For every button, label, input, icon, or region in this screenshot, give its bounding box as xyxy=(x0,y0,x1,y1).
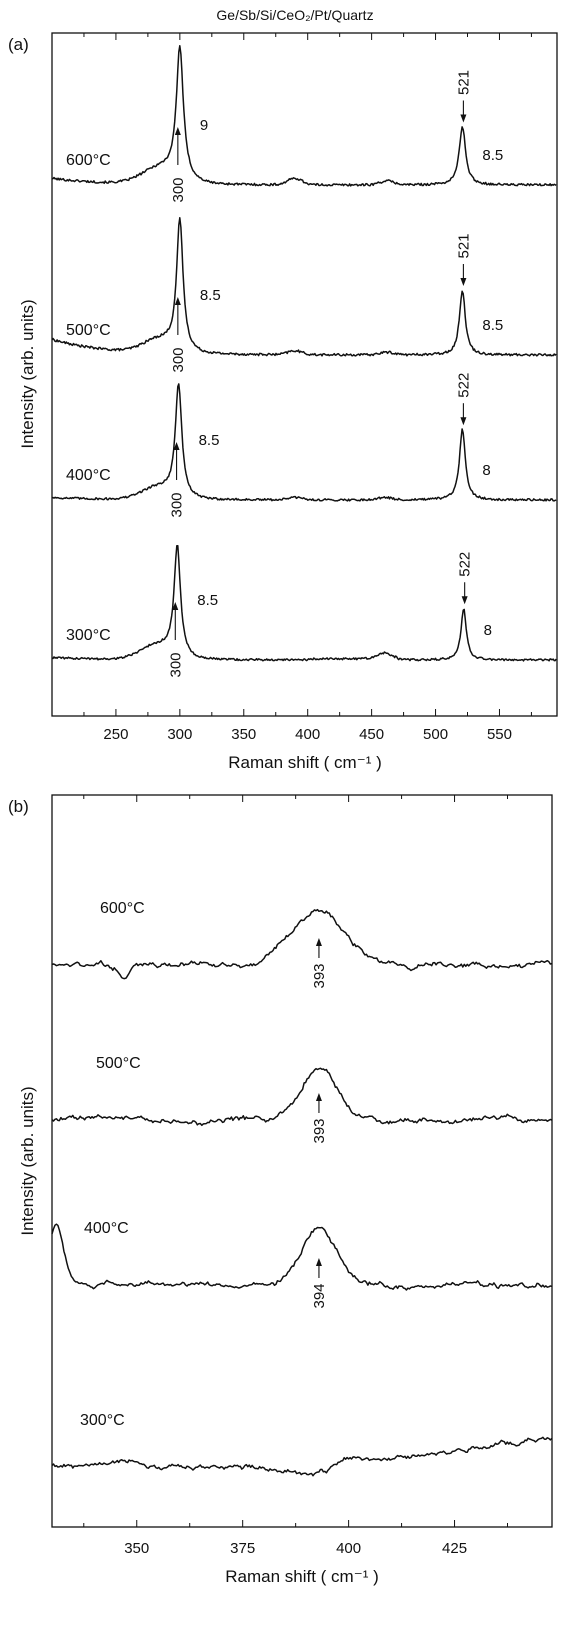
panel-a-peak-width-label: 8.5 xyxy=(197,592,218,609)
panel-a-peak-position-label: 522 xyxy=(457,552,474,577)
panel-a-x-label: Raman shift ( cm⁻¹ ) xyxy=(228,753,382,772)
panel-b-temp-label: 400°C xyxy=(84,1220,129,1237)
panel-b-arrow-up xyxy=(315,1093,322,1113)
panel-a-peak-width-label: 8.5 xyxy=(199,432,220,449)
panel-a-arrow-down xyxy=(460,264,467,286)
panel-a-series-300C xyxy=(51,544,557,662)
panel-a-frame xyxy=(51,32,558,717)
panel-a-tick-label: 500 xyxy=(423,726,448,743)
panel-a-tick-label: 450 xyxy=(359,726,384,743)
panel-a-tick-label: 250 xyxy=(103,726,128,743)
panel-a-series-600C xyxy=(51,44,557,187)
panel-b-tick-label: 425 xyxy=(442,1540,467,1557)
panel-a-tick-label: 350 xyxy=(231,726,256,743)
panel-a-peak-position-label: 300 xyxy=(170,347,187,372)
panel-b-frame xyxy=(51,794,553,1528)
panel-b-series-600C xyxy=(51,908,552,980)
panel-a-peak-width-label: 8.5 xyxy=(482,147,503,164)
panel-a-temp-label: 500°C xyxy=(66,322,111,339)
panel-a-peak-width-label: 9 xyxy=(200,117,208,134)
panel-a-series-500C xyxy=(51,217,557,357)
panel-b-temp-label: 500°C xyxy=(96,1055,141,1072)
panel-a-tick-label: 550 xyxy=(487,726,512,743)
panel-a-temp-label: 300°C xyxy=(66,627,111,644)
panel-a-curves: 600°C 300 9 521 8.5 500°C 300 8.5 521 8.5 400°C 300… xyxy=(51,44,557,678)
panel-a-arrow-down xyxy=(460,100,467,123)
panel-a-peak-position-label: 521 xyxy=(455,70,472,95)
panel-b-label: (b) xyxy=(8,797,29,816)
panel-a-arrow-up xyxy=(172,602,179,640)
panel-b-arrow-up xyxy=(315,1258,322,1278)
panel-a-x-ticks: 250 300 350 400 450 500 550 xyxy=(83,33,532,743)
panel-a-peak-width-label: 8 xyxy=(484,622,492,639)
panel-a-arrow-up xyxy=(174,297,181,335)
panel-b-temp-label: 600°C xyxy=(100,900,145,917)
panel-a-peak-position-label: 300 xyxy=(167,652,184,677)
panel-a: (a) Intensity (arb. units) Raman shift (… xyxy=(8,32,558,772)
panel-b-series-500C xyxy=(51,1067,553,1127)
panel-b-peak-position-label: 394 xyxy=(311,1283,328,1308)
panel-b-peak-position-label: 393 xyxy=(311,963,328,988)
panel-a-temp-label: 600°C xyxy=(66,152,111,169)
panel-b-tick-label: 375 xyxy=(230,1540,255,1557)
panel-a-arrow-up xyxy=(174,127,181,165)
panel-a-peak-width-label: 8.5 xyxy=(200,287,221,304)
panel-a-peak-position-label: 300 xyxy=(169,492,186,517)
panel-b-series-300C xyxy=(51,1436,553,1477)
panel-a-y-label: Intensity (arb. units) xyxy=(18,299,37,448)
panel-b-temp-label: 300°C xyxy=(80,1412,125,1429)
panel-b-y-label: Intensity (arb. units) xyxy=(18,1086,37,1235)
panel-a-tick-label: 400 xyxy=(295,726,320,743)
panel-b-tick-label: 350 xyxy=(124,1540,149,1557)
panel-a-arrow-up xyxy=(173,442,180,480)
panel-a-peak-width-label: 8 xyxy=(482,462,490,479)
panel-a-arrow-down xyxy=(460,403,467,426)
panel-a-arrow-down xyxy=(461,582,468,605)
panel-b-arrow-up xyxy=(315,938,322,958)
panel-b-peak-position-label: 393 xyxy=(311,1118,328,1143)
panel-b-x-label: Raman shift ( cm⁻¹ ) xyxy=(225,1567,379,1586)
panel-a-temp-label: 400°C xyxy=(66,467,111,484)
panel-a-series-400C xyxy=(51,383,557,502)
panel-b-curves: 600°C 393 500°C 393 400°C 394 300°C xyxy=(51,900,553,1477)
figure-title: Ge/Sb/Si/CeO₂/Pt/Quartz xyxy=(216,7,373,23)
panel-a-tick-label: 300 xyxy=(167,726,192,743)
panel-a-peak-position-label: 521 xyxy=(455,233,472,258)
panel-a-peak-position-label: 300 xyxy=(170,177,187,202)
panel-b-series-400C xyxy=(51,1223,552,1291)
panel-a-label: (a) xyxy=(8,35,29,54)
panel-b: (b) Intensity (arb. units) Raman shift (… xyxy=(8,794,553,1586)
panel-a-peak-width-label: 8.5 xyxy=(482,317,503,334)
panel-b-tick-label: 400 xyxy=(336,1540,361,1557)
panel-b-x-ticks: 350 375 400 425 xyxy=(83,795,509,1557)
panel-a-peak-position-label: 522 xyxy=(455,373,472,398)
